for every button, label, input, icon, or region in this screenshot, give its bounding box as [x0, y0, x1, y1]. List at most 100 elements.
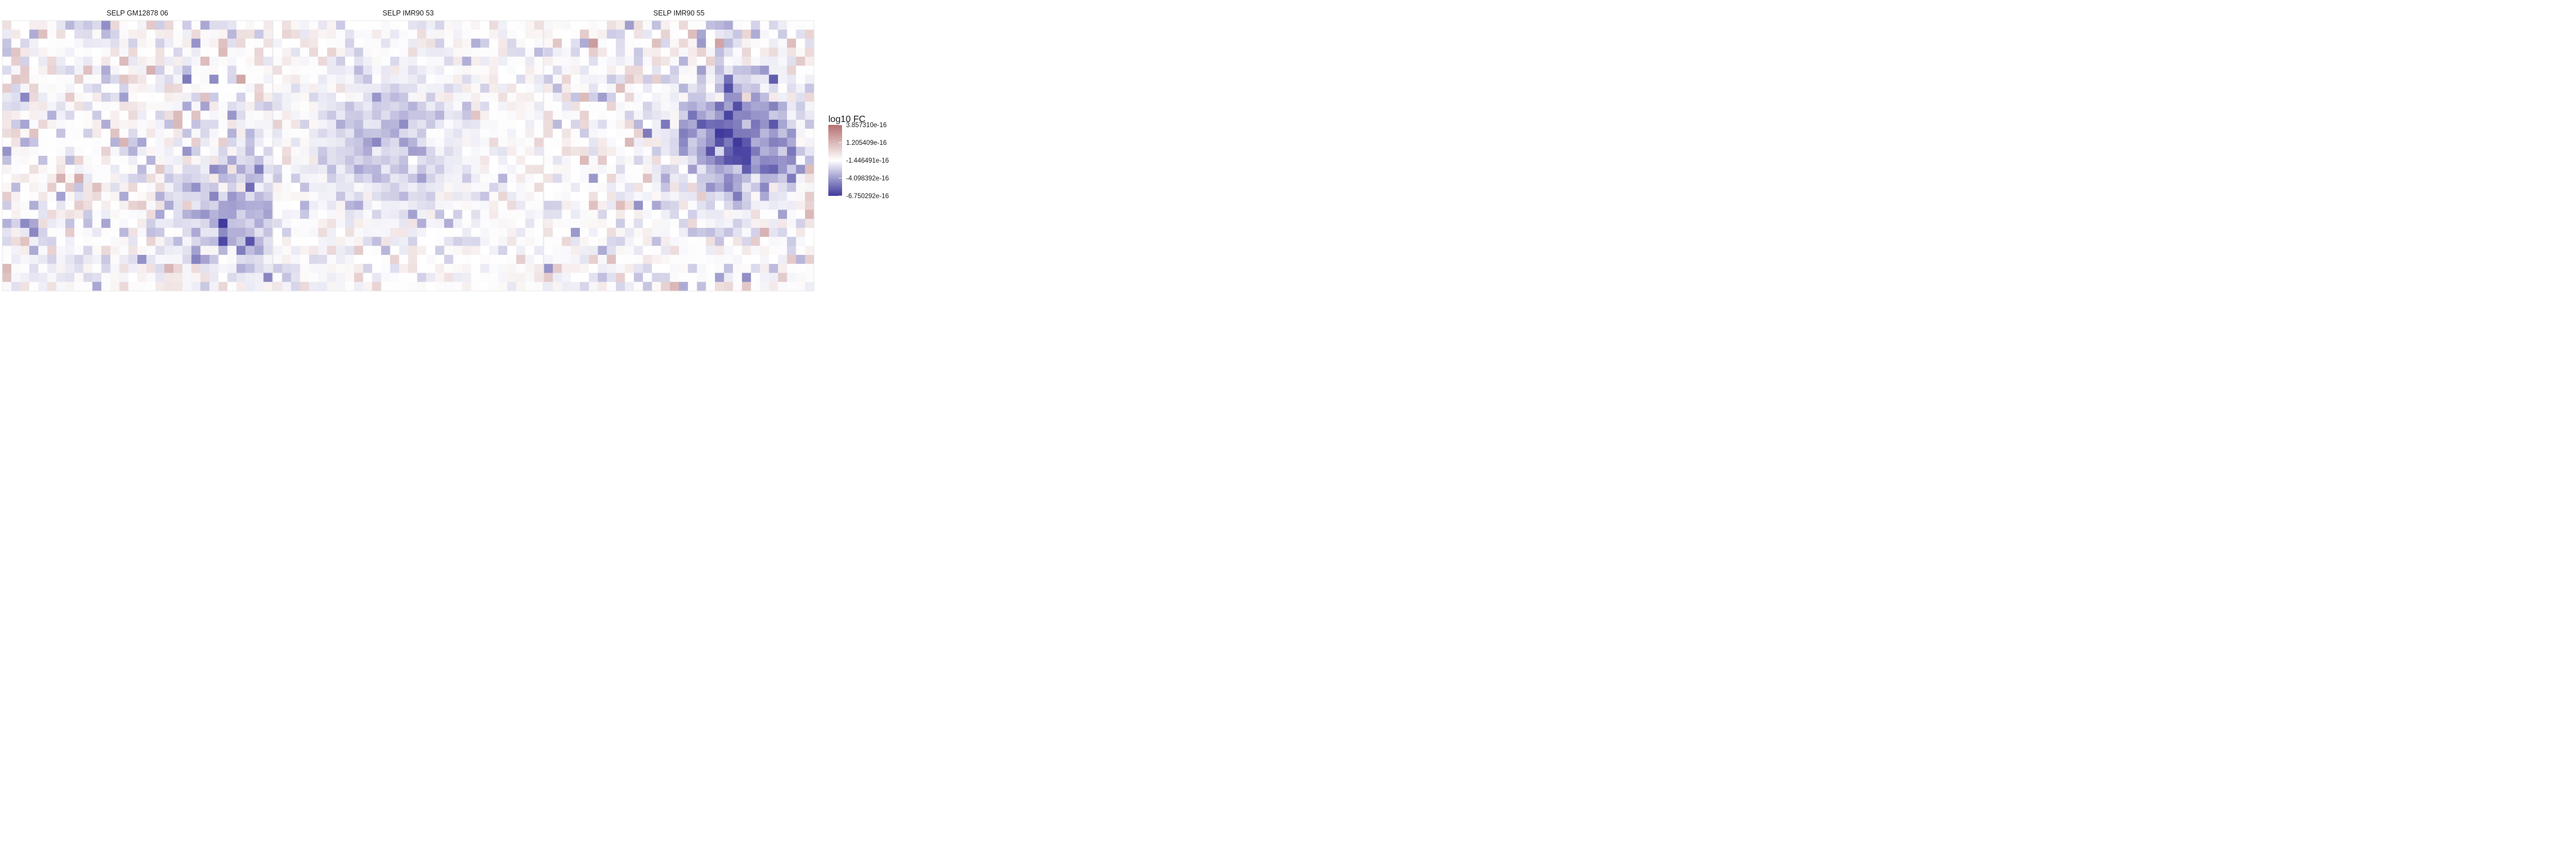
heatmap-cell: [399, 147, 409, 156]
heatmap-cell: [507, 84, 517, 93]
heatmap-cell: [291, 237, 301, 246]
heatmap-cell: [254, 48, 264, 57]
heatmap-cell: [83, 174, 93, 183]
heatmap-cell: [615, 120, 625, 129]
heatmap-cell: [805, 156, 815, 166]
heatmap-cell: [254, 246, 264, 255]
heatmap-cell: [787, 84, 796, 93]
heatmap-cell: [47, 84, 57, 93]
heatmap-cell: [408, 183, 418, 192]
heatmap-cell: [101, 65, 111, 75]
heatmap-cell: [625, 21, 634, 30]
heatmap-cell: [327, 219, 337, 228]
heatmap-cell: [651, 137, 661, 147]
heatmap-cell: [787, 210, 796, 219]
heatmap-cell: [679, 255, 689, 265]
heatmap-cell: [236, 38, 246, 48]
heatmap-cell: [309, 246, 319, 255]
heatmap-cell: [218, 191, 228, 202]
heatmap-cell: [498, 92, 508, 102]
heatmap-cell: [750, 120, 760, 129]
heatmap-cell: [507, 210, 517, 219]
heatmap-cell: [417, 255, 426, 265]
heatmap-cell: [273, 21, 283, 30]
heatmap-cell: [291, 128, 301, 138]
heatmap-cell: [750, 282, 760, 291]
heatmap-cell: [742, 111, 752, 120]
heatmap-cell: [733, 164, 742, 174]
heatmap-cell: [92, 210, 102, 219]
heatmap-cell: [191, 92, 201, 102]
heatmap-cell: [552, 255, 562, 265]
heatmap-cell: [480, 101, 489, 111]
heatmap-cell: [128, 191, 138, 202]
heatmap-cell: [588, 191, 598, 202]
heatmap-cell: [363, 282, 373, 291]
heatmap-cell: [742, 191, 752, 202]
heatmap-cell: [787, 56, 796, 66]
heatmap-cell: [227, 111, 237, 120]
heatmap-cell: [300, 137, 310, 147]
heatmap-cell: [706, 84, 716, 93]
heatmap-cell: [525, 120, 535, 129]
heatmap-cell: [218, 273, 228, 282]
heatmap-cell: [363, 219, 373, 228]
heatmap-cell: [417, 101, 426, 111]
heatmap-cell: [74, 219, 84, 228]
heatmap-cell: [661, 74, 670, 84]
heatmap-cell: [544, 128, 554, 138]
heatmap-cell: [110, 164, 120, 174]
heatmap-cell: [345, 137, 354, 147]
heatmap-cell: [227, 156, 237, 166]
heatmap-cell: [706, 29, 716, 39]
heatmap-cell: [182, 237, 192, 246]
heatmap-cell: [254, 191, 264, 202]
heatmap-cell: [778, 273, 788, 282]
heatmap-cell: [101, 219, 111, 228]
heatmap-cell: [209, 282, 219, 291]
heatmap-cell: [408, 74, 418, 84]
heatmap-cell: [173, 174, 183, 183]
heatmap-cell: [2, 137, 12, 147]
heatmap-cell: [408, 128, 418, 138]
heatmap-cell: [2, 21, 12, 30]
heatmap-cell: [760, 21, 769, 30]
heatmap-cell: [101, 147, 111, 156]
heatmap-cell: [345, 210, 354, 219]
heatmap-cell: [435, 74, 445, 84]
heatmap-cell: [282, 111, 291, 120]
heatmap-cell: [534, 237, 544, 246]
heatmap-cell: [435, 164, 445, 174]
heatmap-cell: [480, 21, 489, 30]
heatmap-cell: [146, 38, 156, 48]
heatmap-cell: [354, 137, 364, 147]
heatmap-cell: [408, 38, 418, 48]
heatmap-cell: [750, 21, 760, 30]
heatmap-cell: [462, 263, 472, 273]
heatmap-cell: [65, 120, 75, 129]
heatmap-cell: [697, 246, 706, 255]
heatmap-cell: [651, 74, 661, 84]
heatmap-cell: [805, 84, 815, 93]
heatmap-cell: [83, 21, 93, 30]
heatmap-cell: [74, 56, 84, 66]
heatmap-cell: [236, 255, 246, 265]
heatmap-cell: [733, 48, 742, 57]
heatmap-cell: [300, 183, 310, 192]
heatmap-cell: [480, 120, 489, 129]
heatmap-cell: [643, 56, 653, 66]
heatmap-cell: [769, 191, 779, 202]
heatmap-cell: [516, 128, 526, 138]
heatmap-cell: [697, 255, 706, 265]
heatmap-cell: [29, 183, 39, 192]
heatmap-cell: [372, 174, 382, 183]
heatmap-cell: [651, 183, 661, 192]
heatmap-cell: [588, 84, 598, 93]
heatmap-cell: [191, 21, 201, 30]
heatmap-cell: [291, 263, 301, 273]
heatmap-cell: [2, 101, 12, 111]
heatmap-cell: [706, 200, 716, 210]
heatmap-cell: [688, 210, 697, 219]
heatmap-cell: [354, 92, 364, 102]
heatmap-cell: [300, 282, 310, 291]
